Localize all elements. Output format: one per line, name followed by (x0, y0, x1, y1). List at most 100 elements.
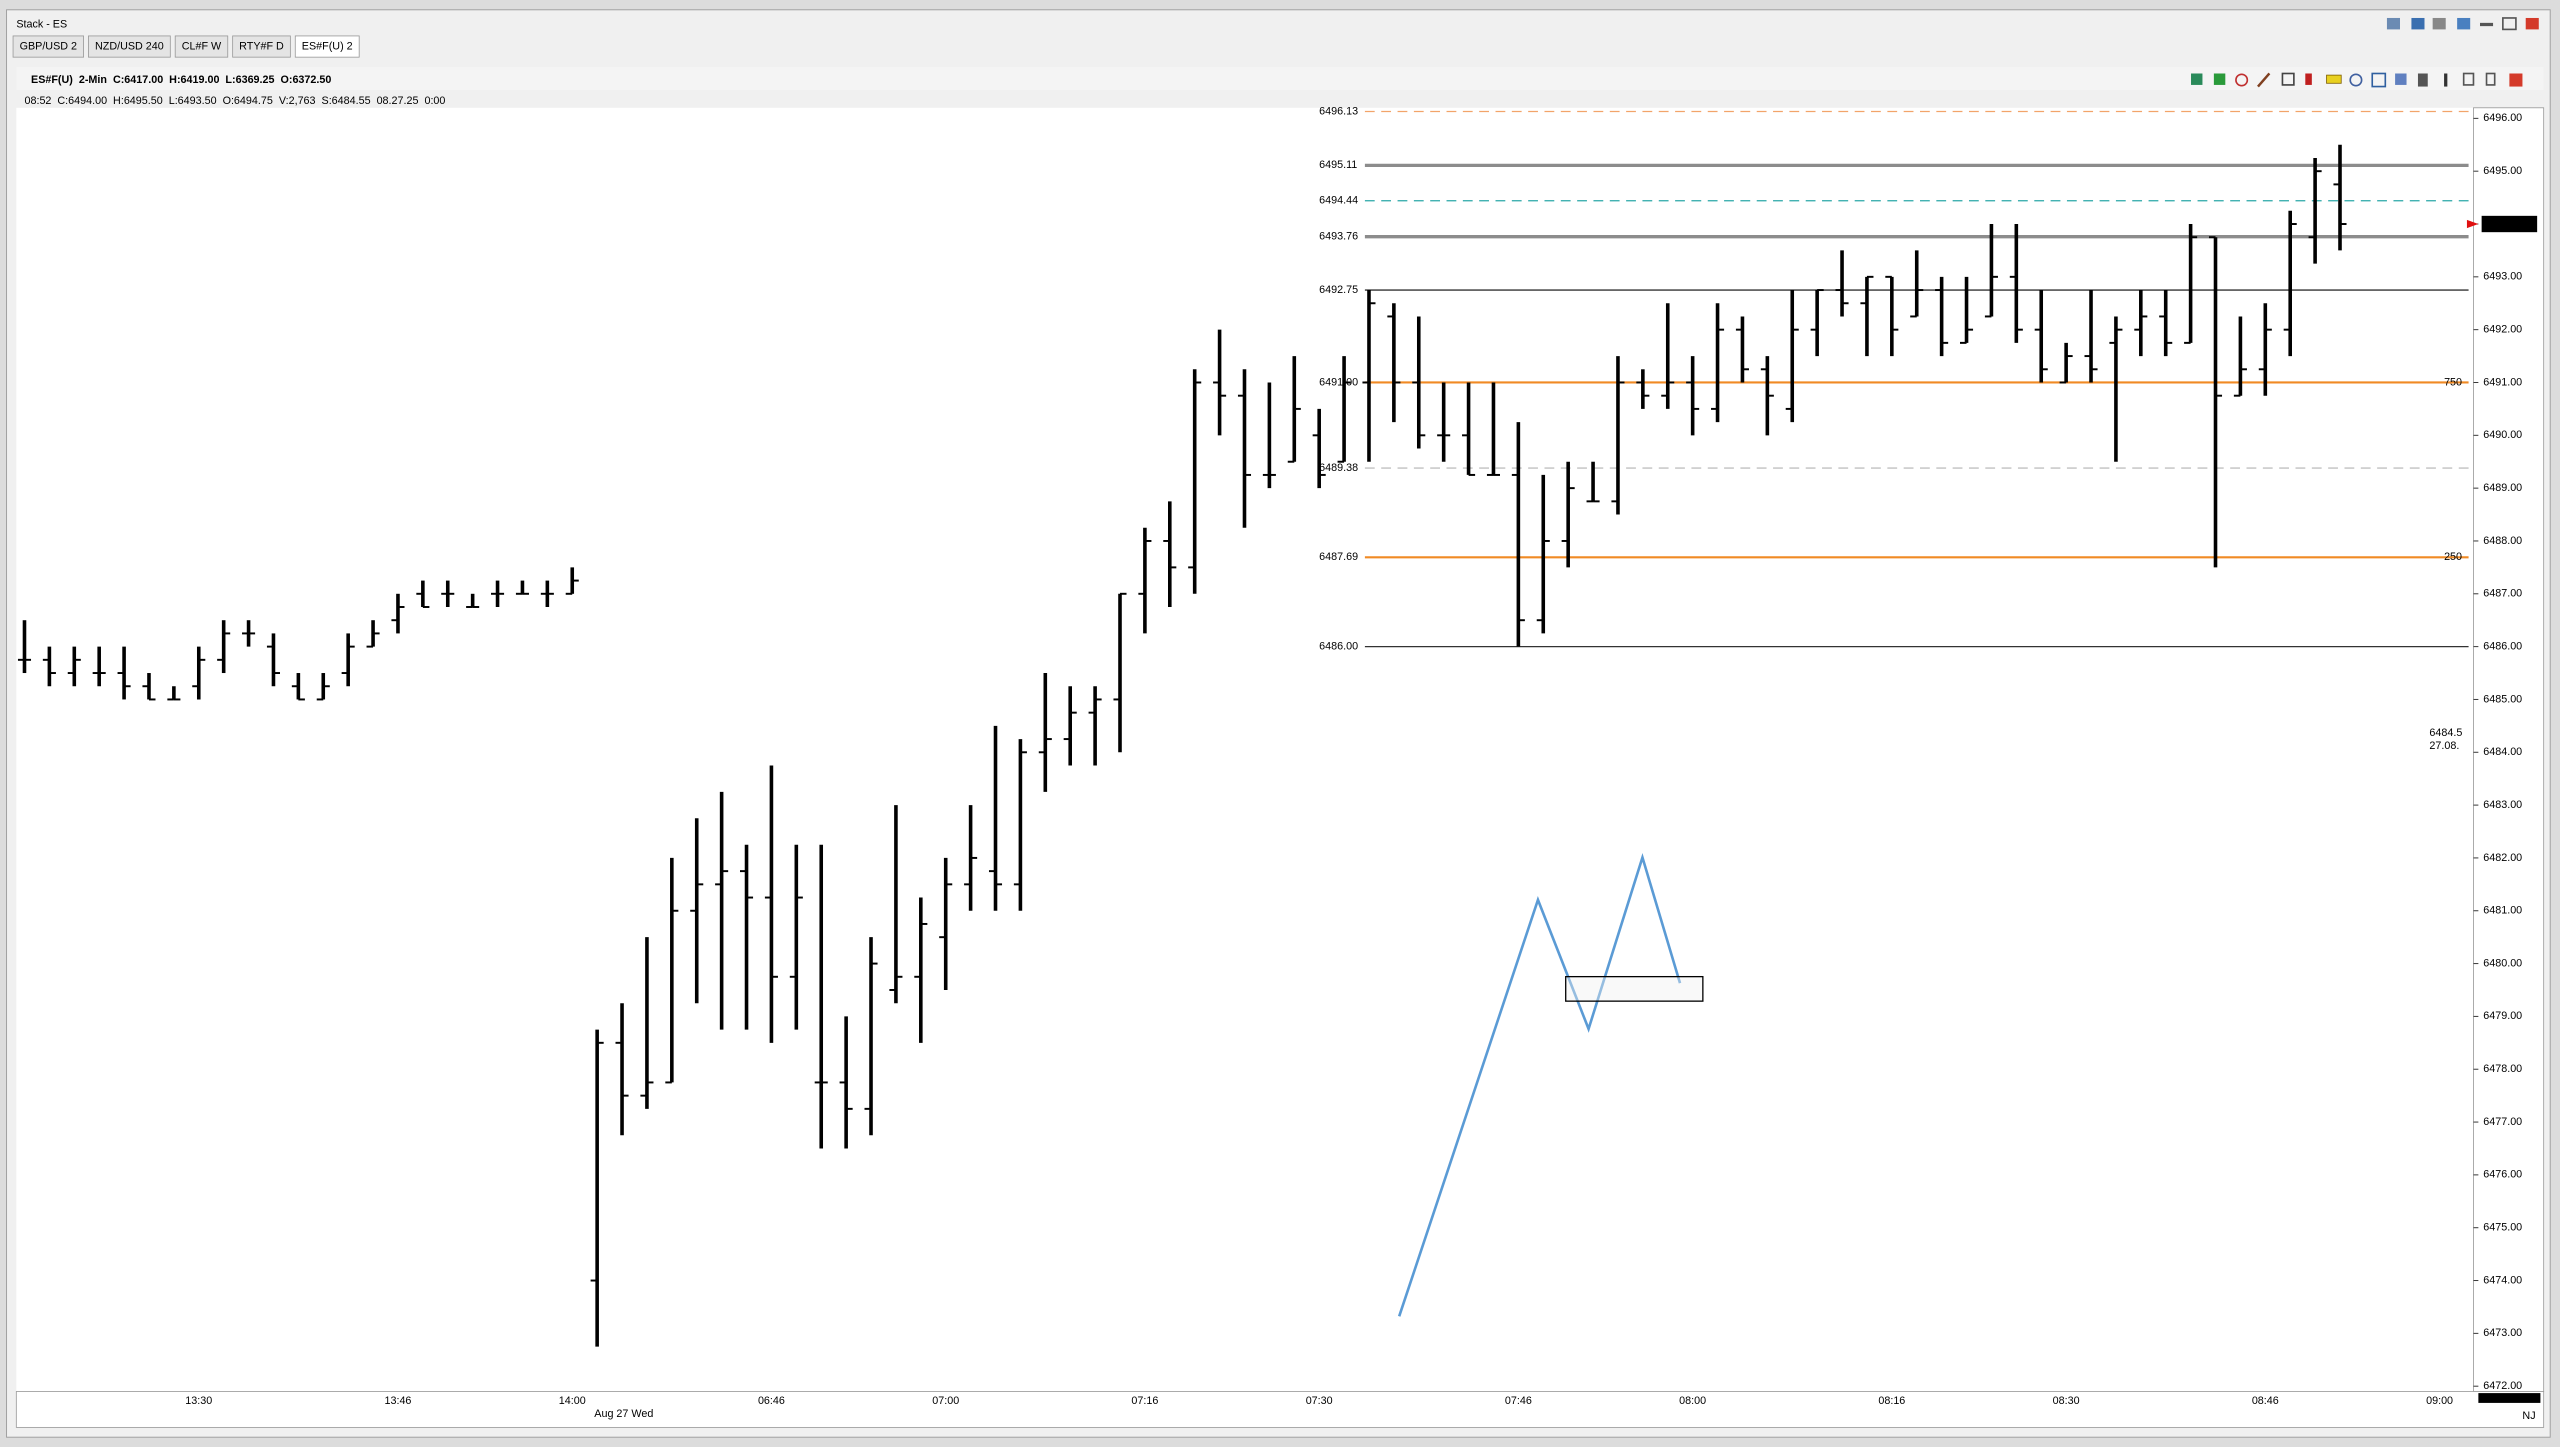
toolbar-icon[interactable] (2235, 73, 2249, 87)
toolbar-icon[interactable] (2326, 74, 2342, 84)
y-tick-label: 6485.00 (2483, 693, 2522, 705)
time-axis (15, 1391, 2545, 1428)
y-tick-label: 6473.00 (2483, 1327, 2522, 1339)
window-button[interactable] (2525, 17, 2539, 30)
x-tick-label: 07:46 (1505, 1395, 1532, 1407)
toolbar-icon[interactable] (2305, 73, 2312, 85)
y-tick-label: 6483.00 (2483, 799, 2522, 811)
corner-label: NJ (2522, 1410, 2535, 1422)
drawn-zigzag[interactable] (1397, 852, 1682, 1317)
window-button[interactable] (2457, 17, 2471, 30)
toolbar-icon[interactable] (2257, 72, 2271, 88)
y-tick-label: 6475.00 (2483, 1222, 2522, 1234)
tab-label[interactable]: NZD/USD 240 (95, 40, 164, 52)
level-label: 6492.75 (1319, 284, 1358, 296)
y-tick-label: 6482.00 (2483, 852, 2522, 864)
y-tick-label: 6487.00 (2483, 588, 2522, 600)
symbol-line: ES#F(U) 2-Min C:6417.00 H:6419.00 L:6369… (31, 74, 331, 86)
y-tick-label: 6481.00 (2483, 905, 2522, 917)
toolbar-icon[interactable] (2395, 73, 2407, 85)
tab[interactable] (88, 35, 171, 58)
toolbar (2191, 72, 2523, 88)
toolbar-icon[interactable] (2444, 73, 2448, 87)
level-label: 6495.11 (1319, 159, 1357, 171)
tab[interactable] (232, 35, 291, 58)
toolbar-icon[interactable] (2281, 72, 2295, 86)
toolbar-icon[interactable] (2213, 73, 2226, 85)
tab[interactable] (294, 35, 360, 58)
y-tick-label: 6492.00 (2483, 324, 2522, 336)
level-label: 6487.69 (1319, 551, 1358, 563)
x-tick-label: 07:30 (1306, 1395, 1333, 1407)
toolbar-icon[interactable] (2371, 72, 2387, 88)
level-tag: 750 (2444, 376, 2462, 388)
toolbar-icon[interactable] (2509, 73, 2523, 87)
toolbar-icon[interactable] (2485, 72, 2496, 86)
window-button[interactable] (2480, 22, 2494, 27)
window-button[interactable] (2502, 17, 2517, 31)
tab-bar: GBP/USD 2 NZD/USD 240 CL#F W RTY#F D ES#F(U)… (12, 35, 360, 58)
y-tick-label: 6490.00 (2483, 429, 2522, 441)
last-price-arrow (2466, 219, 2479, 229)
toolbar-icon[interactable] (2417, 73, 2428, 87)
last-price-label: 6494.00 (2485, 218, 2524, 230)
level-label: 6486.00 (1319, 640, 1358, 652)
level-label: 6491.00 (1319, 376, 1358, 388)
header-bar (16, 66, 2544, 90)
window-button[interactable] (2432, 17, 2446, 30)
level-label: 6494.44 (1319, 195, 1358, 207)
y-tick-label: 6496.00 (2483, 112, 2522, 124)
x-tick-label: 08:16 (1878, 1395, 1905, 1407)
x-tick-label: 08:30 (2053, 1395, 2080, 1407)
level-tag: 250 (2444, 551, 2462, 563)
x-tick-label: 14:00 (559, 1395, 586, 1407)
y-tick-label: 6489.00 (2483, 482, 2522, 494)
y-tick-label: 6495.00 (2483, 165, 2522, 177)
y-tick-label: 6474.00 (2483, 1274, 2522, 1286)
price-axis (2473, 107, 2545, 1392)
tab-label[interactable]: RTY#F D (239, 40, 284, 52)
level-label: 6496.13 (1319, 105, 1358, 117)
faded-label: 27.08. (2429, 740, 2459, 752)
tab-label[interactable]: ES#F(U) 2 (302, 40, 353, 52)
toolbar-icon[interactable] (2349, 73, 2363, 87)
drawn-box[interactable] (1565, 975, 1704, 1002)
y-tick-label: 6472.00 (2483, 1380, 2522, 1392)
last-price-box (2481, 215, 2538, 233)
x-tick-label: 13:30 (185, 1395, 212, 1407)
x-tick-label: 06:46 (758, 1395, 785, 1407)
x-tick-label: 07:00 (932, 1395, 959, 1407)
toolbar-icon[interactable] (2462, 72, 2475, 86)
toolbar-icon[interactable] (2191, 73, 2203, 85)
y-tick-label: 6488.00 (2483, 535, 2522, 547)
tab-label[interactable]: GBP/USD 2 (20, 40, 77, 52)
y-tick-label: 6478.00 (2483, 1063, 2522, 1075)
tab[interactable] (174, 35, 229, 58)
tab-label[interactable]: CL#F W (182, 40, 222, 52)
price-chart: 6472.00 6473.00 6474.00 6475.00 6476.00 6477.… (17, 105, 2538, 1420)
y-tick-label: 6477.00 (2483, 1116, 2522, 1128)
y-tick-label: 6493.00 (2483, 271, 2522, 283)
plot-area (16, 107, 2474, 1392)
y-tick-label: 6484.00 (2483, 746, 2522, 758)
window-buttons (2386, 17, 2539, 31)
faded-label: 6484.5 (2429, 727, 2462, 739)
x-tick-label: 07:16 (1131, 1395, 1158, 1407)
bar-line: 08:52 C:6494.00 H:6495.50 L:6493.50 O:64… (24, 95, 445, 107)
y-tick-label: 6476.00 (2483, 1169, 2522, 1181)
y-tick-label: 6479.00 (2483, 1010, 2522, 1022)
level-label: 6493.76 (1319, 231, 1358, 243)
level-label: 6489.38 (1319, 462, 1358, 474)
window-button[interactable] (2411, 17, 2425, 30)
axis-scroll-marker (2478, 1393, 2541, 1403)
tab[interactable] (12, 35, 84, 58)
window-button[interactable] (2386, 17, 2400, 30)
window-title: Stack - ES (16, 18, 67, 30)
y-tick-label: 6491.00 (2483, 376, 2522, 388)
x-tick-label: 09:00 (2426, 1395, 2453, 1407)
x-tick-label: 13:46 (384, 1395, 411, 1407)
date-label: Aug 27 Wed (594, 1408, 653, 1420)
x-tick-label: 08:46 (2252, 1395, 2279, 1407)
